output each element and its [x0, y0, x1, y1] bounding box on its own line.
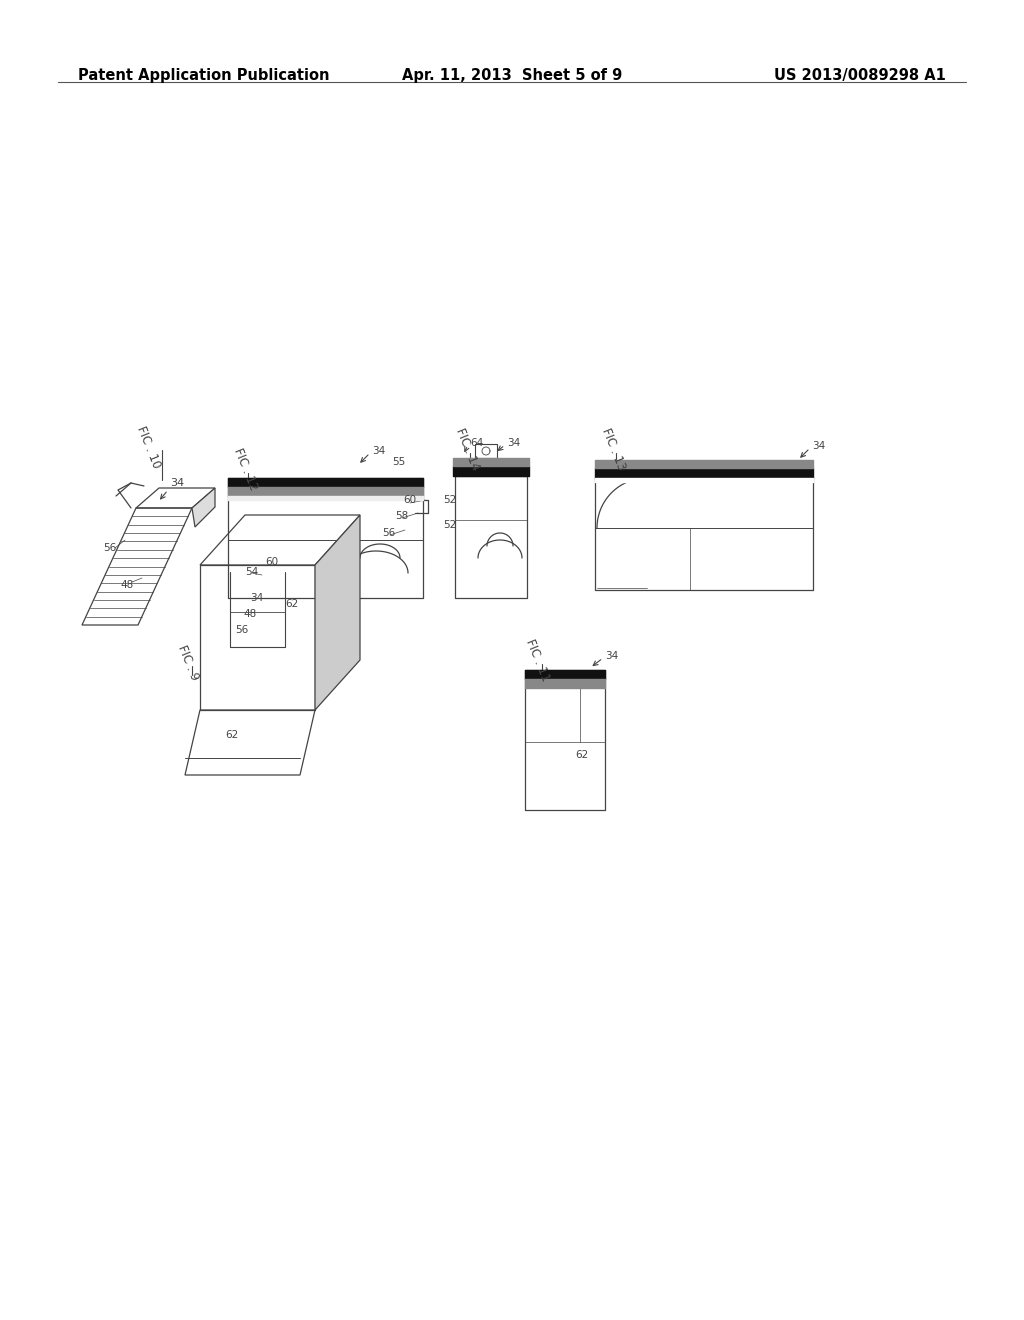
Text: FIC . 12: FIC . 12 [231, 446, 260, 492]
Text: 52: 52 [443, 520, 457, 531]
Text: 34: 34 [812, 441, 825, 451]
Text: 60: 60 [265, 557, 279, 568]
Text: 56: 56 [103, 543, 117, 553]
Text: Patent Application Publication: Patent Application Publication [78, 69, 330, 83]
Text: 56: 56 [382, 528, 395, 539]
Text: 56: 56 [234, 624, 248, 635]
Text: 55: 55 [392, 457, 406, 467]
Text: 34: 34 [170, 478, 184, 488]
Polygon shape [193, 488, 215, 527]
Text: FIC . 11: FIC . 11 [523, 638, 552, 684]
Text: 34: 34 [250, 593, 263, 603]
Text: 34: 34 [372, 446, 385, 455]
Text: FIC . 9: FIC . 9 [175, 643, 201, 682]
Text: 34: 34 [605, 651, 618, 661]
Text: 62: 62 [225, 730, 239, 741]
Text: FIC . 10: FIC . 10 [134, 425, 163, 470]
Text: 34: 34 [507, 438, 520, 447]
Text: 48: 48 [120, 579, 133, 590]
Text: 54: 54 [245, 568, 258, 577]
Text: US 2013/0089298 A1: US 2013/0089298 A1 [774, 69, 946, 83]
Text: 58: 58 [395, 511, 409, 521]
Text: 62: 62 [285, 599, 298, 609]
Text: 60: 60 [403, 495, 416, 506]
Text: FIC . 14: FIC . 14 [454, 426, 482, 473]
Text: Apr. 11, 2013  Sheet 5 of 9: Apr. 11, 2013 Sheet 5 of 9 [401, 69, 623, 83]
Text: FIC . 13: FIC . 13 [600, 426, 629, 473]
Text: 62: 62 [575, 750, 588, 760]
Polygon shape [315, 515, 360, 710]
Text: 52: 52 [443, 495, 457, 506]
Text: 64: 64 [470, 438, 483, 447]
Text: 48: 48 [243, 609, 256, 619]
